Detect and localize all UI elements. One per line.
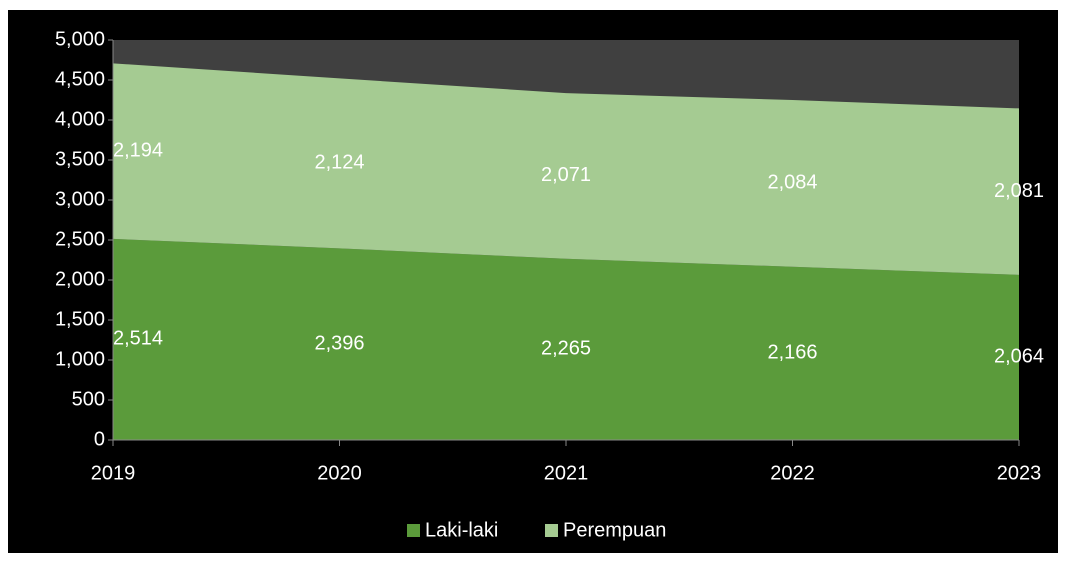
y-tick-label: 4,000 — [55, 108, 105, 130]
x-tick-label: 2021 — [544, 462, 589, 484]
data-label: 2,514 — [113, 328, 163, 350]
x-tick-label: 2023 — [997, 462, 1042, 484]
y-tick-label: 0 — [94, 428, 105, 450]
legend-label: Perempuan — [563, 519, 666, 541]
y-tick-label: 2,000 — [55, 268, 105, 290]
area — [113, 238, 1019, 440]
legend-label: Laki-laki — [425, 519, 498, 541]
legend-swatch — [545, 524, 558, 537]
data-label: 2,071 — [541, 164, 591, 186]
y-tick-label: 500 — [72, 388, 105, 410]
data-label: 2,194 — [113, 139, 163, 161]
data-label: 2,124 — [314, 152, 364, 174]
x-tick-label: 2022 — [770, 462, 815, 484]
y-tick-label: 2,500 — [55, 228, 105, 250]
data-label: 2,265 — [541, 338, 591, 360]
legend-swatch — [407, 524, 420, 537]
data-label: 2,064 — [994, 346, 1044, 368]
area — [113, 63, 1019, 275]
data-label: 2,084 — [767, 172, 817, 194]
data-label: 2,081 — [994, 180, 1044, 202]
y-tick-label: 3,000 — [55, 188, 105, 210]
data-label: 2,166 — [767, 342, 817, 364]
y-tick-label: 1,500 — [55, 308, 105, 330]
y-tick-label: 5,000 — [55, 28, 105, 50]
x-tick-label: 2019 — [91, 462, 136, 484]
y-tick-label: 4,500 — [55, 68, 105, 90]
y-tick-label: 3,500 — [55, 148, 105, 170]
data-label: 2,396 — [314, 332, 364, 354]
x-tick-label: 2020 — [317, 462, 362, 484]
y-tick-label: 1,000 — [55, 348, 105, 370]
